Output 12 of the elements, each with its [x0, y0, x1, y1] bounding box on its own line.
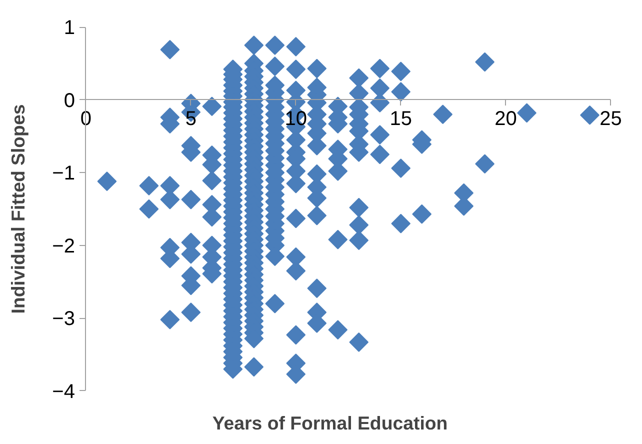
x-tick-label: 20 [494, 108, 517, 130]
x-axis-title: Years of Formal Education [212, 412, 448, 434]
y-tick-label: −1 [52, 162, 75, 185]
y-tick-label: −4 [52, 380, 75, 403]
x-tick-label: 5 [185, 108, 196, 130]
x-tick-label: 15 [390, 108, 412, 130]
y-axis-title: Individual Fitted Slopes [8, 104, 28, 314]
y-tick-label: −2 [52, 235, 75, 258]
y-tick-label: 0 [64, 90, 75, 112]
x-tick-label: 25 [600, 108, 622, 130]
y-tick-label: −3 [52, 308, 75, 330]
y-tick-label: 1 [64, 17, 75, 40]
